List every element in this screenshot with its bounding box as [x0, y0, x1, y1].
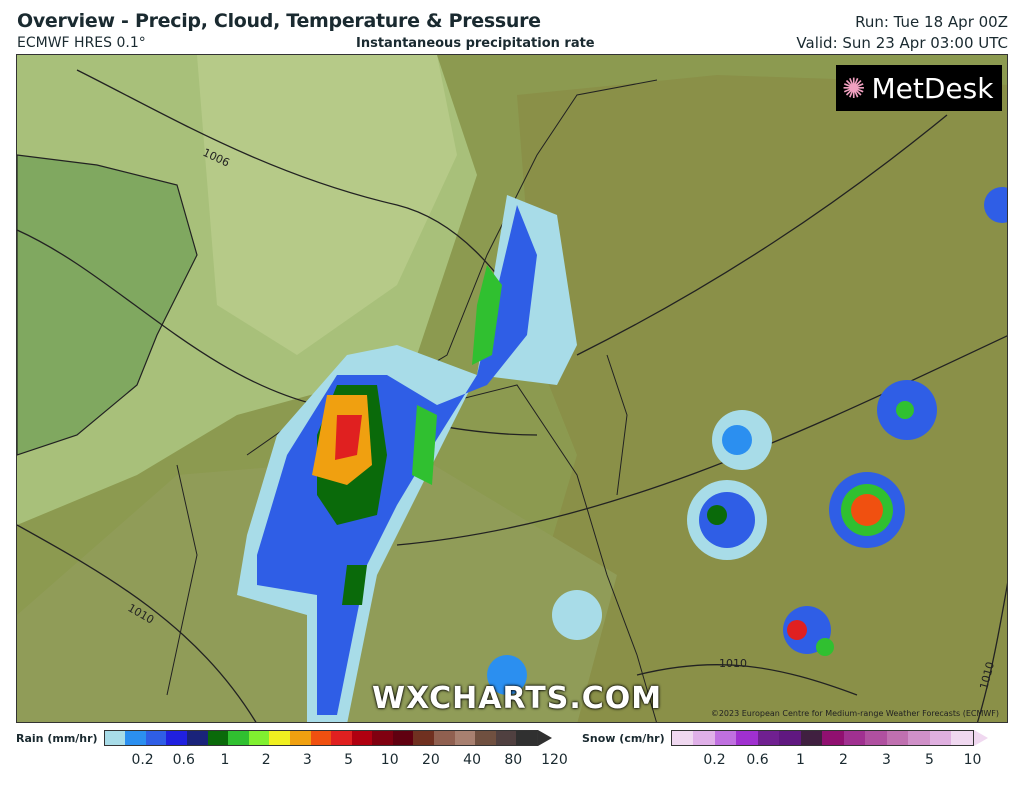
color-swatch: [454, 731, 476, 745]
snow-legend: Snow (cm/hr): [582, 730, 988, 746]
color-swatch: [475, 731, 496, 745]
rain-legend-label: Rain (mm/hr): [16, 731, 98, 745]
color-swatch: [104, 731, 126, 745]
color-swatch: [331, 731, 352, 745]
color-swatch: [757, 731, 780, 745]
tick-label: 5: [344, 752, 353, 768]
color-swatch: [822, 731, 844, 745]
tick-label: 0.6: [746, 752, 769, 768]
arrow-icon: [973, 730, 988, 746]
color-swatch: [908, 731, 930, 745]
tick-label: 0.2: [131, 752, 154, 768]
weather-map[interactable]: 1006 1010 1010 1010 ✺ MetDesk WXCHARTS.CO…: [16, 54, 1008, 723]
copyright: ©2023 European Centre for Medium-range W…: [710, 709, 999, 718]
cloud-band: [197, 55, 457, 355]
valid-time: Valid: Sun 23 Apr 03:00 UTC: [796, 34, 1008, 52]
tick-label: 0.2: [703, 752, 726, 768]
color-swatch: [289, 731, 311, 745]
precip-cells: [237, 187, 1007, 722]
color-swatch: [865, 731, 887, 745]
color-swatch: [413, 731, 435, 745]
color-swatch: [434, 731, 455, 745]
color-swatch: [951, 731, 973, 745]
color-swatch: [351, 731, 373, 745]
isobar-label: 1010: [719, 657, 747, 670]
tick-label: 3: [302, 752, 312, 768]
tick-label: 2: [839, 752, 848, 768]
tick-label: 80: [504, 752, 523, 768]
tick-label: 0.6: [172, 752, 195, 768]
metdesk-logo: ✺ MetDesk: [836, 65, 1002, 111]
color-swatch: [392, 731, 414, 745]
color-swatch: [145, 731, 167, 745]
color-swatch: [886, 731, 909, 745]
england-coast: [17, 154, 198, 456]
color-swatch: [269, 731, 290, 745]
color-swatch: [516, 731, 538, 745]
page-title: Overview - Precip, Cloud, Temperature & …: [17, 10, 541, 32]
color-swatch: [372, 731, 393, 745]
tick-label: 5: [925, 752, 934, 768]
color-swatch: [310, 731, 332, 745]
color-swatch: [736, 731, 758, 745]
arrow-icon: [538, 730, 553, 746]
snow-ticks: 0.2 0.6 1 2 3 5 10: [693, 752, 994, 768]
tick-label: 1: [796, 752, 805, 768]
logo-text: MetDesk: [871, 71, 994, 105]
tick-label: 20: [421, 752, 440, 768]
color-swatch: [800, 731, 823, 745]
rain-ticks: 0.2 0.6 1 2 3 5 10 20 40 80 120: [122, 752, 575, 768]
color-swatch: [248, 731, 270, 745]
field-name: Instantaneous precipitation rate: [356, 36, 595, 51]
run-time: Run: Tue 18 Apr 00Z: [855, 13, 1008, 31]
color-swatch: [207, 731, 229, 745]
logo-mark-icon: ✺: [842, 71, 866, 105]
tick-label: 40: [463, 752, 481, 768]
color-swatch: [843, 731, 866, 745]
tick-label: 3: [882, 752, 891, 768]
color-swatch: [125, 731, 146, 745]
color-swatch: [186, 731, 208, 745]
map-canvas: 1006 1010 1010 1010: [17, 55, 1007, 722]
tick-label: 10: [380, 752, 399, 768]
snow-legend-label: Snow (cm/hr): [582, 731, 665, 745]
tick-label: 2: [261, 752, 271, 768]
color-swatch: [714, 731, 737, 745]
model-name: ECMWF HRES 0.1°: [17, 35, 146, 51]
color-swatch: [779, 731, 801, 745]
tick-label: 1: [220, 752, 230, 768]
color-swatch: [166, 731, 187, 745]
color-swatch: [929, 731, 952, 745]
rain-color-bar: [103, 730, 539, 746]
color-swatch: [495, 731, 517, 745]
snow-color-bar: [670, 730, 974, 746]
continent: [497, 75, 1007, 722]
color-swatch: [671, 731, 694, 745]
watermark: WXCHARTS.COM: [372, 681, 663, 716]
color-swatch: [228, 731, 249, 745]
rain-legend: Rain (mm/hr): [16, 730, 553, 746]
tick-label: 120: [541, 752, 568, 768]
color-swatch: [693, 731, 715, 745]
tick-label: 10: [963, 752, 982, 768]
